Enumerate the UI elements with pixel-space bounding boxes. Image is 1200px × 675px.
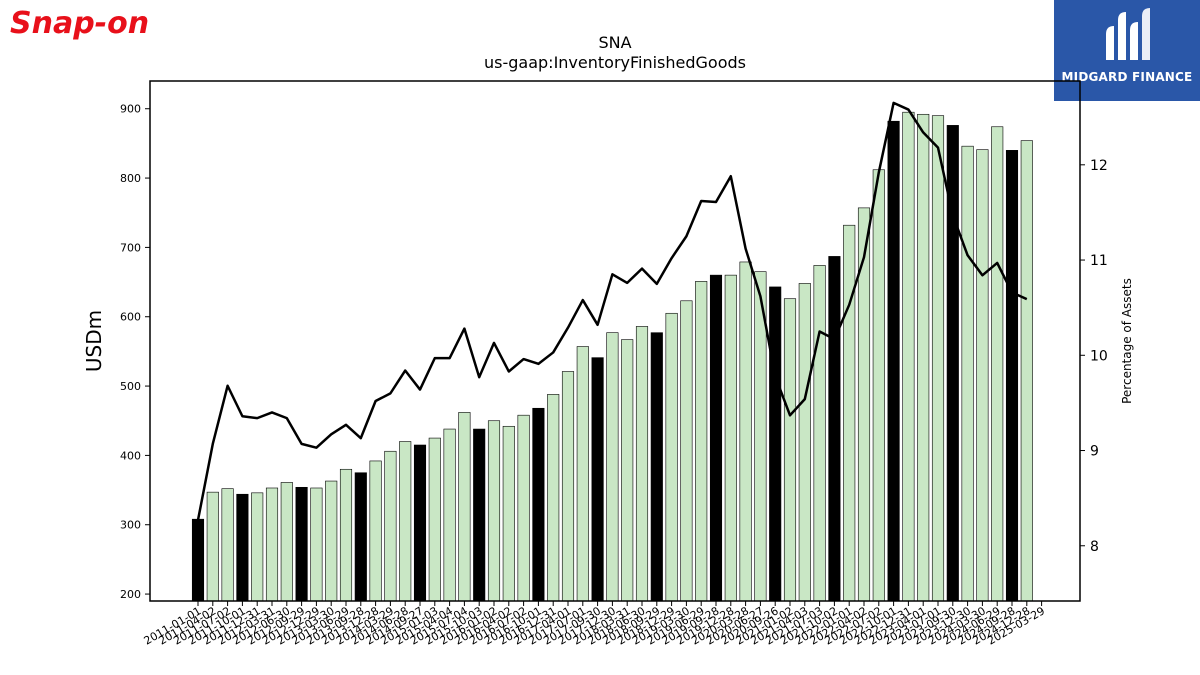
bar-11 — [354, 472, 367, 602]
bar-20 — [487, 420, 501, 602]
bar-47 — [887, 120, 900, 602]
percent-of-assets-line — [196, 101, 1028, 521]
bar-32 — [665, 312, 678, 602]
bar-27 — [591, 357, 604, 602]
midgard-emblem-icon — [1106, 8, 1150, 60]
y2-tick-label-3: 11 — [1090, 253, 1108, 269]
bar-21 — [502, 425, 515, 602]
y2-tick-label-2: 10 — [1090, 348, 1108, 364]
bar-4 — [251, 492, 264, 602]
bar-41 — [798, 283, 811, 602]
bar-6 — [280, 482, 293, 602]
x-axis: 2011-01-012011-04-022011-07-022011-10-01… — [142, 601, 1047, 648]
midgard-finance-text: MIDGARD FINANCE — [1061, 70, 1193, 84]
y-tick-label-4: 600 — [120, 311, 141, 324]
bar-8 — [310, 487, 323, 602]
snapon-logo-text: Snap-on — [10, 6, 149, 41]
bar-56 — [1020, 140, 1033, 602]
bar-19 — [473, 428, 486, 602]
y-tick-label-3: 500 — [120, 380, 141, 393]
y-tick-label-1: 300 — [120, 519, 141, 532]
bar-23 — [532, 407, 545, 602]
plot-frame — [149, 80, 1081, 602]
bar-25 — [561, 371, 575, 602]
bar-10 — [339, 468, 353, 602]
bar-39 — [769, 286, 782, 602]
bar-7 — [295, 486, 308, 602]
bar-48 — [902, 111, 915, 602]
midgard-finance-logo: MIDGARD FINANCE — [1054, 0, 1200, 101]
bar-series — [191, 111, 1033, 602]
y-tick-label-6: 800 — [120, 172, 141, 185]
bar-30 — [635, 326, 649, 602]
bar-0 — [191, 518, 205, 602]
bar-36 — [724, 274, 737, 602]
bar-16 — [428, 437, 441, 602]
bar-52 — [961, 145, 974, 602]
bar-44 — [843, 224, 856, 602]
bar-17 — [443, 428, 456, 602]
y-axis-left: 200 300 400 500 600 700 800 900 — [120, 103, 150, 601]
bar-1 — [206, 491, 219, 602]
chart-subtitle: us-gaap:InventoryFinishedGoods — [484, 53, 746, 72]
bar-54 — [991, 126, 1004, 602]
bar-43 — [828, 256, 841, 602]
bar-24 — [547, 394, 560, 602]
y2-tick-label-1: 9 — [1090, 444, 1099, 460]
bar-40 — [783, 298, 797, 602]
bar-55 — [1005, 150, 1019, 602]
bar-35 — [709, 274, 723, 602]
bar-15 — [413, 444, 427, 602]
y2-axis-label: Percentage of Assets — [1120, 278, 1134, 404]
y2-tick-label-0: 8 — [1090, 539, 1099, 555]
bar-37 — [739, 261, 752, 602]
bar-9 — [325, 480, 338, 602]
y-tick-label-5: 700 — [120, 241, 141, 254]
percent-line-series — [196, 101, 1028, 521]
bar-18 — [458, 412, 471, 602]
bar-5 — [265, 487, 279, 602]
y-axis-label: USDm — [82, 310, 106, 372]
bar-50 — [931, 115, 945, 602]
bar-2 — [221, 488, 234, 602]
y-tick-label-7: 900 — [120, 103, 141, 116]
chart-title: SNA — [598, 33, 631, 52]
y-tick-label-2: 400 — [120, 449, 141, 462]
y-tick-label-0: 200 — [120, 588, 141, 601]
bar-28 — [606, 332, 619, 602]
bar-33 — [680, 300, 693, 602]
snapon-logo: Snap-on — [8, 2, 186, 42]
bar-49 — [917, 113, 930, 602]
bar-42 — [813, 265, 826, 602]
bar-12 — [369, 460, 382, 602]
bar-34 — [695, 281, 708, 602]
bar-46 — [872, 169, 885, 602]
bar-31 — [650, 332, 663, 602]
y2-tick-label-4: 12 — [1090, 158, 1108, 174]
bar-26 — [576, 346, 589, 602]
bar-13 — [384, 450, 397, 602]
y-axis-right: 8 9 10 11 12 — [1080, 158, 1108, 555]
bar-29 — [621, 339, 634, 602]
bar-53 — [976, 149, 989, 602]
bar-22 — [517, 414, 530, 602]
bar-14 — [399, 441, 412, 602]
bar-3 — [236, 493, 249, 602]
